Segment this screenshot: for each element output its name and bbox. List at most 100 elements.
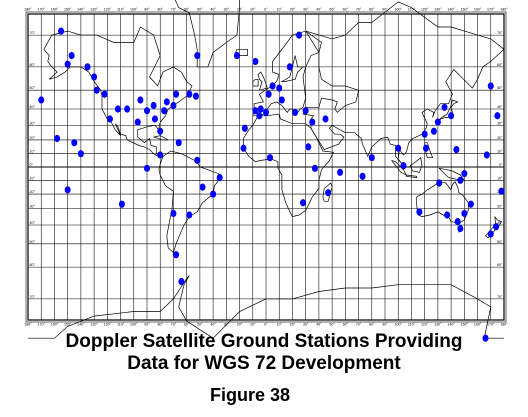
station-marker	[173, 90, 180, 98]
station-marker	[84, 63, 91, 71]
longitude-label: 70°	[171, 323, 177, 327]
latitude-label: 60°	[497, 63, 503, 67]
station-marker	[178, 277, 185, 286]
station-marker	[144, 164, 150, 172]
station-marker	[494, 112, 501, 120]
station-marker	[434, 118, 441, 126]
longitude-label: 110°	[117, 8, 125, 12]
station-marker	[269, 82, 276, 90]
british-isles-coast	[257, 71, 268, 91]
station-marker	[161, 107, 168, 115]
longitude-label: 40°	[210, 8, 216, 12]
longitude-label: 10°	[250, 8, 256, 12]
station-marker	[134, 118, 141, 126]
longitude-label: 120°	[104, 8, 112, 12]
station-marker	[276, 84, 283, 92]
station-marker	[448, 112, 455, 120]
station-marker	[296, 31, 303, 39]
station-marker	[487, 82, 494, 90]
station-marker	[216, 174, 223, 182]
latitude-label: 40°	[497, 221, 503, 225]
africa-coast	[243, 113, 334, 218]
longitude-label: 180°	[500, 323, 508, 327]
longitude-label: 140°	[447, 8, 455, 12]
station-marker	[454, 217, 461, 226]
station-marker	[170, 101, 177, 110]
station-marker	[173, 251, 180, 259]
latitude-label: 10°	[497, 150, 503, 154]
station-marker	[322, 115, 329, 123]
latitude-label: 40°	[30, 221, 36, 225]
station-marker	[101, 90, 108, 98]
latitude-label: 50°	[497, 240, 503, 244]
longitude-label: 130°	[90, 323, 98, 327]
longitude-label: 150°	[64, 323, 72, 327]
latitude-label: 70°	[497, 31, 503, 35]
station-marker	[106, 115, 113, 123]
latitude-label: 60°	[30, 63, 36, 67]
station-marker	[368, 154, 375, 162]
longitude-label: 60°	[343, 8, 349, 12]
longitude-label: 10°	[277, 323, 283, 327]
longitude-label: 140°	[447, 323, 455, 327]
longitude-label: 170°	[38, 323, 46, 327]
station-marker	[186, 90, 193, 98]
station-marker	[482, 334, 489, 342]
longitude-label: 20°	[237, 8, 243, 12]
longitude-label: 10°	[250, 323, 256, 327]
longitude-label: 90°	[382, 323, 388, 327]
longitude-label: 40°	[316, 323, 322, 327]
longitude-label: 50°	[197, 8, 203, 12]
longitude-label: 80°	[369, 323, 375, 327]
longitude-label: 60°	[184, 8, 190, 12]
longitude-label: 100°	[130, 8, 138, 12]
latitude-label: 10°	[30, 150, 36, 154]
borneo-coast	[409, 157, 423, 173]
station-marker	[151, 115, 158, 123]
longitude-label: 150°	[461, 323, 469, 327]
south-america-coast	[158, 150, 221, 254]
longitude-label: 80°	[158, 8, 164, 12]
longitude-label: 100°	[395, 8, 403, 12]
latitude-label: 30°	[30, 121, 36, 125]
longitude-label: 160°	[51, 323, 59, 327]
station-marker	[240, 144, 247, 152]
java-coast	[405, 174, 418, 178]
latitude-label: 70°	[497, 295, 503, 299]
station-marker	[483, 151, 490, 159]
station-marker	[194, 156, 201, 164]
station-marker	[150, 101, 157, 110]
longitude-label: 120°	[421, 323, 429, 327]
station-marker	[58, 27, 65, 35]
latitude-label: 20°	[497, 136, 503, 140]
station-marker	[118, 200, 125, 208]
longitude-label: 160°	[474, 8, 482, 12]
longitude-label: 50°	[329, 323, 335, 327]
longitude-label: 160°	[51, 8, 59, 12]
cuba-coast	[153, 135, 169, 141]
antarctica-coast	[28, 275, 504, 339]
longitude-label: 80°	[369, 8, 375, 12]
station-marker	[498, 187, 505, 195]
longitude-label: 40°	[210, 323, 216, 327]
longitude-label: 140°	[77, 323, 85, 327]
station-marker	[457, 176, 464, 184]
latitude-label: 60°	[30, 263, 36, 267]
station-marker	[77, 150, 84, 158]
station-marker	[163, 98, 170, 106]
longitude-label: 180°	[24, 8, 32, 12]
station-marker	[263, 108, 269, 117]
new-guinea-coast	[438, 167, 466, 181]
station-marker	[257, 105, 264, 113]
longitude-label: 0°	[264, 8, 268, 12]
station-marker	[91, 73, 98, 81]
latitude-label: 30°	[497, 121, 503, 125]
station-marker	[278, 96, 285, 104]
station-marker	[325, 189, 332, 197]
latitude-label: 30°	[30, 205, 36, 209]
longitude-label: 90°	[144, 8, 150, 12]
station-marker	[461, 170, 468, 178]
latitude-label: 10°	[30, 176, 36, 180]
longitude-label: 150°	[461, 8, 469, 12]
